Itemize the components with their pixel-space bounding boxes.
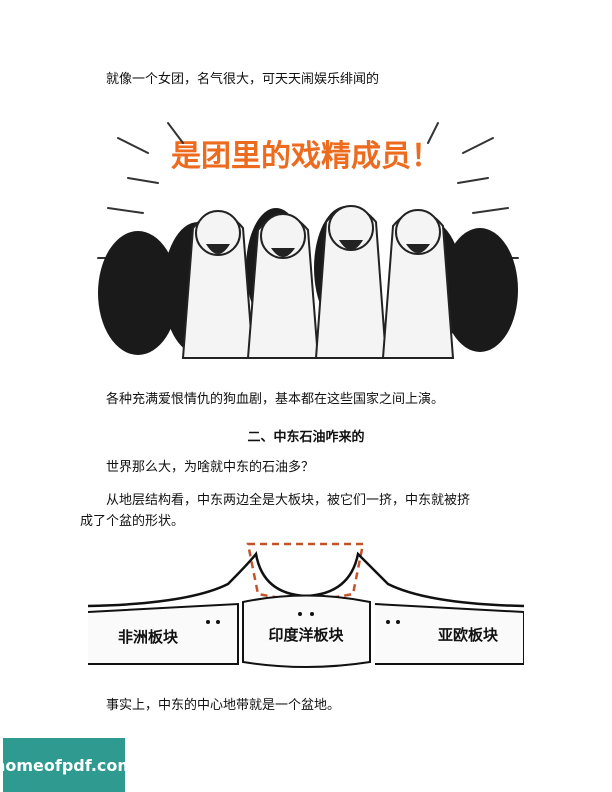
illustration-caption: 是团里的戏精成员！ xyxy=(171,139,441,174)
paragraph-2: 各种充满爱恨情仇的狗血剧，基本都在这些国家之间上演。 xyxy=(106,392,445,407)
beards xyxy=(206,240,430,257)
paragraph-1: 就像一个女团，名气很大，可天天闹娱乐绯闻的 xyxy=(106,72,380,87)
tectonic-plates-illustration: 非洲板块 印度洋板块 亚欧板块 xyxy=(87,534,525,674)
plate-label-eurasia: 亚欧板块 xyxy=(438,626,499,644)
watermark-text: homeofpdf.com xyxy=(0,755,135,775)
robed-figures xyxy=(181,205,455,359)
plate-label-africa: 非洲板块 xyxy=(118,628,179,646)
paragraph-3: 世界那么大，为啥就中东的石油多？ xyxy=(106,460,315,475)
paragraph-4-line-2: 成了个盆的形状。 xyxy=(80,514,185,529)
plate-africa-block xyxy=(87,602,239,665)
plates-drawing: 非洲板块 印度洋板块 亚欧板块 xyxy=(87,542,525,668)
watermark-badge: homeofpdf.com xyxy=(0,738,134,792)
paragraph-5: 事实上，中东的中心地带就是一个盆地。 xyxy=(106,698,341,713)
plate-label-indian-ocean: 印度洋板块 xyxy=(268,626,344,644)
plate-indian-block xyxy=(242,594,371,668)
plate-faces xyxy=(206,612,400,624)
section-heading: 二、中东石油咋来的 xyxy=(247,430,365,445)
basin-outline xyxy=(246,542,365,601)
girl-group-illustration: 是团里的戏精成员！ xyxy=(88,118,524,368)
illustration-drawing: 是团里的戏精成员！ xyxy=(97,122,519,359)
paragraph-4-line-1: 从地层结构看，中东两边全是大板块，被它们一挤，中东就被挤 xyxy=(106,493,471,508)
